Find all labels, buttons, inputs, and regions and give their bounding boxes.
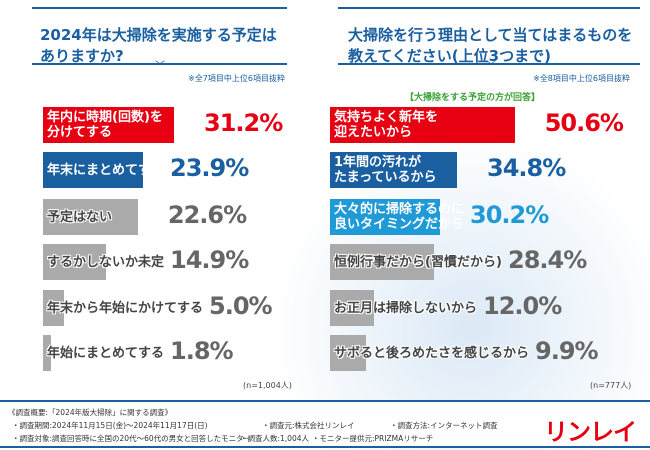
bar-label-line: 年始にまとめてする [47, 345, 165, 361]
bar [43, 335, 51, 371]
bar-value: 23.9% [170, 154, 249, 182]
bar [330, 290, 374, 326]
bar-label-line: 迎えたいから [334, 125, 413, 140]
bar-label: するかしないか未定 [47, 244, 164, 280]
bar-value: 30.2% [470, 201, 549, 229]
bar-label-line: 年末にまとめてする [47, 162, 165, 178]
chevron-down-icon: ﹀ [155, 61, 165, 72]
bar-label-line: 恒例行事だから(習慣だから) [334, 254, 502, 270]
left-title: 2024年は大掃除を実施する予定は ありますか? [40, 26, 277, 65]
bar [330, 199, 441, 235]
survey-footer: 《調査概要:「2024年版大掃除」に関する調査》 ・調査期間:2024年11月1… [0, 400, 650, 448]
bar-label: サボると後ろめたさを感じるから [334, 335, 529, 371]
bar-label-line: たまっているから [334, 170, 437, 185]
bar-label: お正月は掃除しないから [334, 290, 477, 326]
bar-value: 34.8% [487, 154, 566, 182]
bar-label-line: 予定はない [47, 209, 113, 225]
bar-label: 年末にまとめてする [47, 152, 164, 188]
bar-value: 9.9% [535, 337, 599, 365]
bar-label: 予定はない [47, 199, 112, 235]
footer-target: ・調査対象:調査回答時に全国の20代〜60代の男女と回答したモニター [12, 434, 252, 443]
linrei-logo: リンレイ [544, 418, 637, 446]
right-title: 大掃除を行う理由として当てはまるものを 教えてください(上位3つまで) [348, 26, 633, 65]
footer-count: ・調査人数:1,004人 [240, 434, 309, 443]
bar-label-line: 良いタイミングだから [334, 217, 465, 232]
bar [330, 335, 367, 371]
divider [338, 7, 640, 9]
bar [43, 152, 144, 188]
bar-label: 年内に時期(回数)を 分けてする [47, 107, 163, 143]
bar-label: 1年間の汚れが たまっているから [334, 152, 436, 188]
bar-label-line: 分けてする [47, 125, 113, 140]
bar-label-line: サボると後ろめたさを感じるから [334, 345, 530, 361]
bar [330, 244, 434, 280]
bar-label-line: 気持ちよく新年を [334, 110, 439, 125]
bar-value: 12.0% [483, 292, 562, 320]
bar [330, 152, 458, 188]
bar [43, 199, 138, 235]
bar-label: 年末から年始にかけてする [47, 290, 203, 326]
chevron-down-icon: ﹀ [486, 61, 496, 72]
right-note: ※全8項目中上位6項目抜粋 [533, 74, 630, 83]
footer-provider: ・モニター提供元:PRIZMAリサーチ [312, 434, 434, 443]
footer-heading: 《調査概要:「2024年版大掃除」に関する調査》 [8, 408, 173, 417]
bar-value: 1.8% [170, 337, 234, 365]
bar-label: 年始にまとめてする [47, 335, 164, 371]
bar [43, 244, 106, 280]
bar [43, 290, 64, 326]
bar-value: 31.2% [204, 109, 283, 137]
bar [43, 107, 175, 143]
right-subnote: 【大掃除をする予定の方が回答】 [405, 93, 541, 103]
left-note: ※全7項目中上位6項目抜粋 [188, 74, 285, 83]
left-sample-size: (n=1,004人) [243, 381, 292, 390]
bar-label: 大々的に掃除するのに 良いタイミングだから [334, 199, 464, 235]
bar-value: 5.0% [209, 292, 273, 320]
bar-value: 14.9% [170, 246, 249, 274]
bar-label: 気持ちよく新年を 迎えたいから [334, 107, 438, 143]
divider [338, 63, 640, 65]
bar-value: 28.4% [508, 246, 587, 274]
bar-label-line: 年内に時期(回数)を [47, 110, 163, 125]
divider [32, 63, 287, 65]
bar-label-line: するかしないか未定 [47, 254, 165, 270]
bar-label-line: 1年間の汚れが [334, 155, 422, 170]
footer-method: ・調査方法:インターネット調査 [390, 421, 498, 430]
bar-label-line: お正月は掃除しないから [334, 300, 478, 316]
bar-label-line: 大々的に掃除するのに [334, 202, 465, 217]
bar-label-line: 年末から年始にかけてする [47, 300, 204, 316]
bar-label: 恒例行事だから(習慣だから) [334, 244, 502, 280]
bar-value: 22.6% [167, 201, 247, 229]
right-sample-size: (n=777人) [590, 381, 632, 390]
bar [330, 107, 515, 143]
footer-period: ・調査期間:2024年11月15日(金)〜2024年11月17日(日) [12, 421, 208, 430]
footer-source: ・調査元:株式会社リンレイ [262, 421, 355, 430]
bar-value: 50.6% [544, 109, 624, 137]
divider [32, 7, 287, 9]
